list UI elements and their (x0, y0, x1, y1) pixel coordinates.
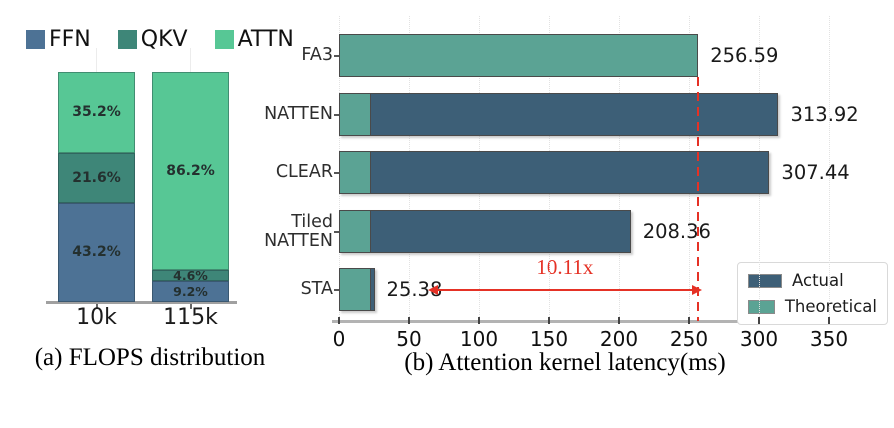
segment-percent-label: 86.2% (166, 163, 215, 180)
legend-item-theoretical: Theoretical (748, 297, 877, 316)
panel-b-caption: (b) Attention kernel latency(ms) (404, 349, 726, 376)
panel-b-gridline (829, 16, 830, 321)
bar-segment-qkv-10k: 21.6% (58, 152, 135, 203)
bar-segment-attn-115k: 86.2% (152, 72, 229, 271)
reference-dashed-line (696, 77, 700, 321)
latency-bar-theoretical-1 (339, 93, 372, 136)
legend-item-actual: Actual (748, 271, 877, 290)
latency-bar-actual-3 (339, 210, 631, 253)
segment-percent-label: 43.2% (72, 244, 121, 261)
panel-b-tick-label-150: 150 (529, 327, 569, 351)
stacked-bar-10k: 35.2% 21.6% 43.2% (58, 72, 135, 302)
panel-b-tick (478, 317, 480, 324)
value-label-2: 307.44 (781, 161, 850, 184)
panel-b-tick-label-100: 100 (459, 327, 499, 351)
panel-b-tick-label-250: 250 (669, 327, 709, 351)
panel-b-tick-label-350: 350 (809, 327, 849, 351)
panel-b-tick-label-200: 200 (599, 327, 639, 351)
latency-bar-theoretical-4 (339, 268, 372, 311)
panel-a-tick-label-10k: 10k (76, 305, 117, 330)
latency-bar-theoretical-0 (339, 34, 699, 77)
y-label-sta: STA (300, 279, 333, 300)
segment-percent-label: 4.6% (173, 268, 208, 284)
panel-b-tick (758, 317, 760, 324)
y-label-fa3: FA3 (301, 45, 333, 66)
panel-b-tick (618, 317, 620, 324)
panel-b-y-tick (334, 54, 339, 57)
panel-a-legend: FFN QKV ATTN (26, 27, 294, 52)
legend-label-attn: ATTN (237, 27, 294, 52)
segment-percent-label: 21.6% (72, 169, 121, 186)
bar-segment-ffn-10k: 43.2% (58, 202, 135, 302)
speedup-arrow-right-icon (692, 284, 703, 295)
panel-b-tick-label-0: 0 (332, 327, 346, 351)
panel-b-y-tick (334, 113, 339, 116)
bar-segment-qkv-115k: 4.6% (152, 268, 229, 284)
panel-b-x-axis (332, 320, 848, 323)
legend-label-ffn: FFN (49, 27, 91, 52)
legend-item-ffn: FFN (26, 27, 91, 52)
panel-a-tick (95, 304, 98, 309)
panel-b-tick (408, 317, 410, 324)
value-label-3: 208.36 (642, 220, 711, 243)
ffn-swatch-icon (26, 30, 45, 49)
latency-bar-theoretical-3 (339, 210, 372, 253)
panel-b-tick (828, 317, 830, 324)
latency-bar-actual-1 (339, 93, 779, 136)
legend-label-qkv: QKV (140, 27, 188, 52)
stacked-bar-115k: 86.2% 4.6% 9.2% (152, 72, 229, 302)
panel-b-y-tick (334, 288, 339, 291)
speedup-annotation-label: 10.11x (536, 255, 594, 279)
panel-b-tick (688, 317, 690, 324)
attn-swatch-icon (214, 30, 234, 49)
panel-b-tick (548, 317, 550, 324)
panel-b-y-tick (334, 230, 339, 233)
panel-a-caption: (a) FLOPS distribution (34, 344, 266, 371)
y-label-natten: NATTEN (264, 104, 333, 125)
legend-item-attn: ATTN (214, 27, 294, 52)
panel-b-y-tick (334, 171, 339, 174)
latency-bar-theoretical-2 (339, 151, 372, 194)
legend-label-theoretical: Theoretical (784, 297, 877, 316)
panel-b-tick (338, 317, 340, 324)
y-label-clear: CLEAR (275, 162, 333, 183)
legend-item-qkv: QKV (117, 27, 188, 52)
value-label-0: 256.59 (710, 44, 779, 67)
panel-a-tick-label-115k: 115k (163, 305, 218, 330)
actual-swatch-icon (748, 273, 782, 288)
legend-label-actual: Actual (792, 271, 844, 290)
value-label-4: 25.38 (386, 278, 443, 301)
y-label-tiled-natten: Tiled NATTEN (264, 211, 333, 251)
panel-b-tick-label-300: 300 (739, 327, 779, 351)
panel-a-x-axis (46, 301, 237, 304)
panel-a-tick (189, 304, 192, 309)
panel-b-legend: Actual Theoretical (737, 262, 888, 325)
value-label-1: 313.92 (790, 103, 859, 126)
speedup-arrow-line (436, 289, 694, 292)
theoretical-swatch-icon (748, 299, 775, 314)
speedup-arrow-left-icon (427, 284, 438, 295)
latency-bar-actual-2 (339, 151, 770, 194)
segment-percent-label: 35.2% (72, 104, 121, 121)
panel-b-tick-label-50: 50 (396, 327, 422, 351)
bar-segment-attn-10k: 35.2% (58, 72, 135, 153)
qkv-swatch-icon (117, 30, 137, 49)
bar-segment-ffn-115k: 9.2% (152, 280, 229, 302)
segment-percent-label: 9.2% (173, 283, 208, 299)
